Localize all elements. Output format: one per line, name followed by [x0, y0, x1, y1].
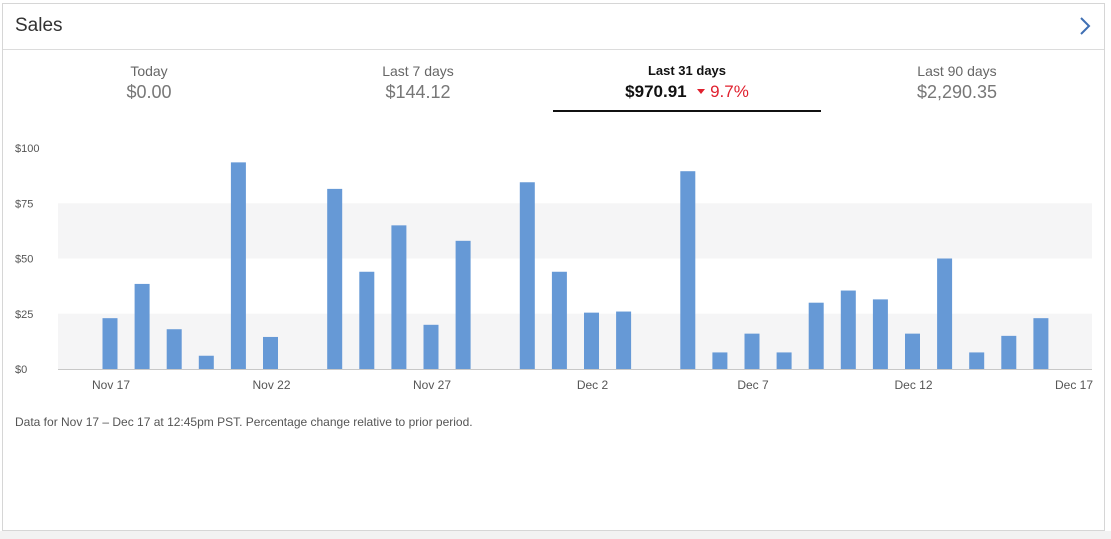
x-tick-label: Dec 17 [1055, 378, 1093, 392]
x-tick-label: Nov 27 [413, 378, 451, 392]
tab-value: $144.12 [385, 82, 451, 102]
y-tick-label: $25 [15, 309, 33, 321]
y-tick-label: $50 [15, 254, 33, 266]
bar-dec-5 [680, 171, 696, 369]
y-tick-label: $75 [15, 198, 33, 210]
grid-band [58, 203, 1092, 259]
bar-nov-20 [198, 355, 214, 369]
bar-nov-22 [263, 336, 278, 369]
y-tick-label: $0 [15, 364, 27, 376]
bar-nov-21 [230, 162, 246, 369]
x-tick-label: Dec 7 [737, 378, 769, 392]
x-tick-label: Dec 12 [894, 378, 932, 392]
sales-bar-chart: $100 $75 $50 $25 $0 Nov 17 Nov 22 Nov 27 Dec 2 De… [15, 143, 1093, 392]
sales-chart: $100 $75 $50 $25 $0 Nov 17 Nov 22 Nov 27 Dec 2 De… [3, 132, 1104, 397]
bar-dec-9 [808, 302, 824, 369]
tab-last-90-days[interactable]: Last 90 days $2,290.35 [823, 50, 1091, 112]
bar-dec-15 [1001, 335, 1017, 369]
tab-value: $0.00 [126, 82, 172, 102]
bar-dec-11 [872, 299, 888, 369]
period-tabs: Today $0.00 Last 7 days $144.12 Last 31 … [3, 50, 1104, 114]
bar-nov-30 [519, 182, 535, 369]
bar-nov-19 [166, 329, 182, 369]
tab-last-7-days[interactable]: Last 7 days $144.12 [284, 50, 552, 112]
tab-label: Last 90 days [917, 63, 997, 79]
bar-dec-3 [616, 311, 632, 369]
bar-nov-18 [134, 283, 150, 369]
bar-nov-26 [391, 225, 407, 369]
bar-dec-12 [905, 333, 920, 369]
tab-value-row: $970.91 9.7% [553, 82, 821, 102]
bar-nov-28 [455, 240, 471, 369]
tab-today[interactable]: Today $0.00 [15, 50, 283, 112]
chevron-right-icon[interactable] [1078, 16, 1092, 36]
y-tick-label: $100 [15, 143, 39, 155]
chart-footnote: Data for Nov 17 – Dec 17 at 12:45pm PST.… [15, 415, 473, 429]
bar-dec-1 [551, 271, 567, 369]
bar-nov-27 [423, 324, 439, 369]
change-indicator: 9.7% [697, 82, 749, 101]
page-bottom-strip [0, 531, 1111, 539]
bar-nov-17 [102, 318, 118, 369]
bar-nov-24 [327, 188, 343, 369]
caret-down-icon [697, 89, 706, 95]
tab-label: Today [130, 63, 168, 79]
bar-dec-6 [712, 352, 728, 369]
bar-dec-10 [840, 290, 856, 369]
tab-label: Last 7 days [382, 63, 454, 79]
card-title: Sales [15, 15, 63, 36]
bar-dec-8 [776, 352, 792, 369]
bar-dec-7 [744, 333, 760, 369]
tab-value: $2,290.35 [916, 82, 998, 102]
tab-value: $970.91 [625, 82, 687, 101]
change-percent: 9.7% [710, 82, 749, 101]
bar-nov-25 [359, 271, 375, 369]
tab-last-31-days[interactable]: Last 31 days $970.91 9.7% [553, 50, 821, 112]
x-tick-label: Dec 2 [577, 378, 609, 392]
bar-dec-13 [937, 258, 953, 369]
x-tick-label: Nov 22 [252, 378, 290, 392]
tab-label: Last 31 days [647, 63, 727, 78]
bar-dec-16 [1033, 318, 1049, 369]
card-header: Sales [3, 4, 1104, 50]
bar-dec-2 [584, 312, 599, 369]
sales-card: Sales Today $0.00 Last 7 days $144.12 La… [2, 3, 1105, 531]
x-tick-label: Nov 17 [92, 378, 130, 392]
bar-dec-14 [969, 352, 985, 369]
